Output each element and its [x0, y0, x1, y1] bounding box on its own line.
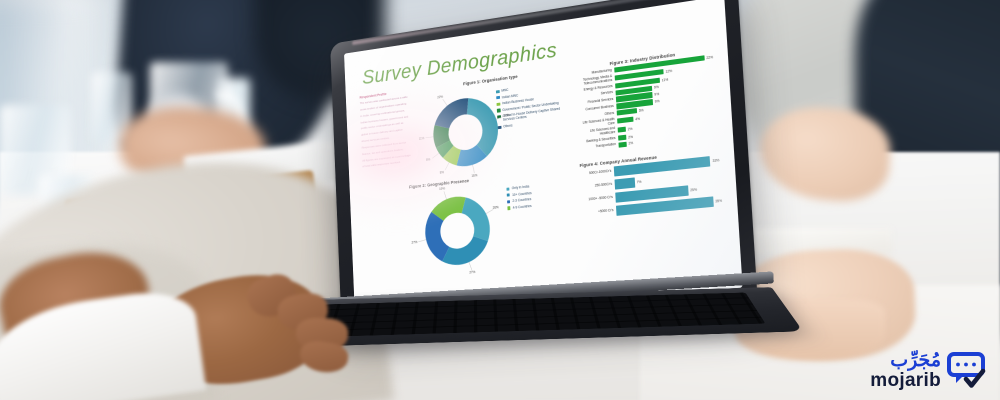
figure4-region: Figure 4: Company Annual Revenue 500Cr-1… [580, 148, 723, 222]
legend-swatch-icon [507, 206, 511, 210]
bar [618, 141, 627, 148]
bar-data-label: 9% [654, 99, 660, 104]
brand-watermark: مُجَرِّب mojarib [870, 350, 986, 390]
donut-slice [433, 97, 470, 131]
leader-line [445, 162, 450, 170]
brand-arabic: مُجَرِّب [890, 350, 941, 371]
laptop-screen[interactable]: Survey Demographics Respondent Profile T… [344, 0, 743, 315]
bar-data-label: 9% [653, 85, 659, 90]
donut-data-label: 11% [418, 136, 425, 141]
laptop-lid: Survey Demographics Respondent Profile T… [330, 0, 758, 331]
bar-data-label: 2% [628, 141, 634, 146]
donut-data-label: 27% [469, 270, 476, 275]
leader-line [432, 153, 439, 158]
bar-data-label: 25% [690, 187, 698, 193]
figure1-chart: 37% 16% 8% 6% 11% 22% MNC Indian MNC Indian Bus… [417, 74, 571, 181]
bar-data-label: 35% [715, 198, 723, 204]
bar-data-label: 33% [712, 158, 720, 164]
legend-label: 4-9 Countries [512, 203, 532, 210]
donut-data-label: 8% [439, 170, 445, 175]
leader-line [426, 137, 434, 138]
bar-data-label: 2% [628, 134, 633, 140]
legend-label: Only in India [511, 184, 530, 191]
speech-bubble-check-icon [947, 352, 986, 388]
legend-label: 10+ Countries [511, 190, 532, 197]
leader-line [473, 165, 475, 174]
donut-chart-2: 26% 27% 27% 19% [409, 181, 508, 279]
donut-2-legend: Only in India 10+ Countries 2-3 Countries 4… [506, 178, 532, 210]
bar-data-label: 5% [638, 107, 644, 113]
bar-category-label: 1000+ -5000 Cr's [588, 195, 613, 202]
bar-data-label: 4% [635, 116, 641, 121]
legend-item: 4-9 Countries [507, 204, 532, 210]
brand-latin: mojarib [870, 370, 941, 391]
bar [614, 177, 635, 190]
donut-data-label: 19% [439, 186, 446, 192]
donut-2-svg [415, 184, 501, 277]
leader-line [418, 240, 426, 242]
leader-line [443, 99, 448, 107]
bar-category-label: 250-500Cr's [594, 182, 613, 188]
bar-data-label: 9% [654, 92, 660, 97]
donut-1-svg [423, 94, 510, 179]
bar [617, 126, 626, 133]
legend-item: 10+ Countries [506, 190, 532, 197]
legend-item: 2-3 Countries [507, 197, 532, 204]
figure2-region: Figure 2: Geographic Presence 26% 27% 27% 1… [363, 167, 577, 283]
donut-data-label: 37% [503, 112, 510, 118]
bar-data-label: 7% [636, 179, 642, 185]
leader-line [469, 262, 472, 270]
laptop[interactable]: Survey Demographics Respondent Profile T… [250, 0, 804, 349]
figure2-chart: 26% 27% 27% 19% Only in India 10+ Countries 2… [409, 174, 577, 279]
slide-body: Respondent Profile The survey was conduc… [360, 47, 729, 315]
slide-left-column: Respondent Profile The survey was conduc… [360, 67, 580, 315]
legend-label: 2-3 Countries [512, 197, 532, 204]
industry-distribution-chart: Manufacturing 22% Technology, Media & Tele… [575, 54, 718, 152]
legend-swatch-icon [506, 193, 510, 197]
figure3-region: Figure 3: Industry Distribution Manufact… [574, 47, 718, 154]
bar-data-label: 11% [661, 77, 669, 83]
donut-slice [460, 195, 491, 244]
bar-category-label: 500Cr-1000Cr's [588, 169, 612, 176]
donut-data-label: 16% [471, 173, 478, 178]
slide-right-column: Figure 3: Industry Distribution Manufact… [574, 47, 728, 311]
donut-slice [441, 234, 489, 267]
donut-data-label: 26% [492, 205, 499, 211]
bar [617, 134, 627, 141]
legend-swatch-icon [507, 200, 511, 204]
bar-data-label: 12% [665, 68, 673, 74]
donut-data-label: 27% [411, 240, 418, 245]
bar [616, 116, 634, 124]
leader-line [444, 191, 447, 199]
donut-data-label: 6% [425, 157, 431, 163]
donut-data-label: 22% [437, 95, 444, 100]
bar-data-label: 22% [706, 54, 714, 60]
legend-item: Only in India [506, 184, 531, 191]
donut-chart-1: 37% 16% 8% 6% 11% 22% [417, 84, 510, 181]
legend-swatch-icon [506, 187, 510, 191]
donut-slice [424, 210, 450, 263]
bar-data-label: 2% [627, 126, 633, 132]
presentation-slide: Survey Demographics Respondent Profile T… [344, 0, 743, 315]
bar-category-label: +5000 Cr's [598, 208, 614, 214]
intro-text-block: Respondent Profile The survey was conduc… [360, 89, 416, 188]
